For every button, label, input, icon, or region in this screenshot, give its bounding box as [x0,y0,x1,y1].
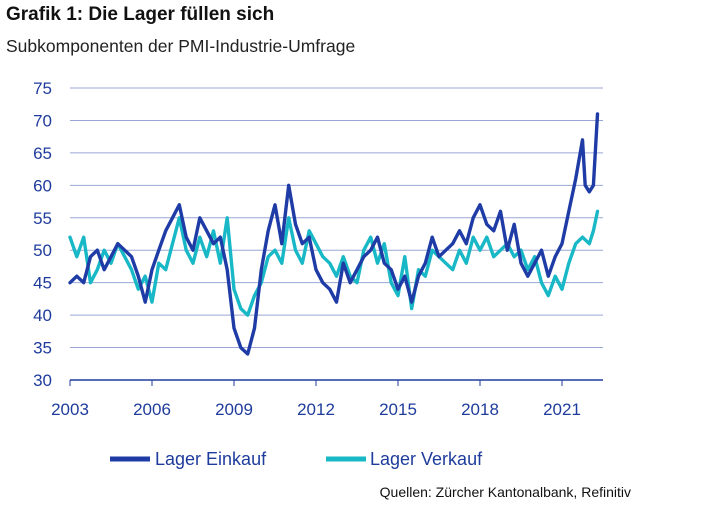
source-note: Quellen: Zürcher Kantonalbank, Refinitiv [379,484,631,500]
x-tick-label: 2003 [51,400,89,419]
y-tick-label: 75 [33,79,52,98]
series-line-lager-verkauf [68,209,600,317]
y-tick-label: 45 [33,274,52,293]
x-tick-label: 2021 [543,400,581,419]
x-axis: 2003 2006 2009 2012 2015 2018 2021 [51,380,581,419]
x-tick-label: 2006 [133,400,171,419]
y-tick-label: 35 [33,339,52,358]
y-tick-label: 50 [33,241,52,260]
chart-title: Grafik 1: Die Lager füllen sich [6,4,275,25]
x-tick-label: 2009 [215,400,253,419]
grid-layer [70,87,603,381]
legend: Lager Einkauf Lager Verkauf [110,449,483,469]
y-tick-label: 70 [33,111,52,130]
y-tick-label: 30 [33,371,52,390]
x-tick-label: 2015 [379,400,417,419]
x-tick-label: 2018 [461,400,499,419]
legend-label-lager-einkauf: Lager Einkauf [155,449,267,469]
y-tick-label: 65 [33,144,52,163]
y-tick-label: 60 [33,176,52,195]
series-layer [68,112,600,356]
y-tick-label: 55 [33,209,52,228]
series-line-lager-einkauf [68,112,600,356]
y-tick-label: 40 [33,306,52,325]
x-tick-label: 2012 [297,400,335,419]
chart-subtitle: Subkomponenten der PMI-Industrie-Umfrage [6,36,356,56]
y-axis: 30 35 40 45 50 55 60 65 70 75 [33,79,52,390]
legend-label-lager-verkauf: Lager Verkauf [370,449,483,469]
